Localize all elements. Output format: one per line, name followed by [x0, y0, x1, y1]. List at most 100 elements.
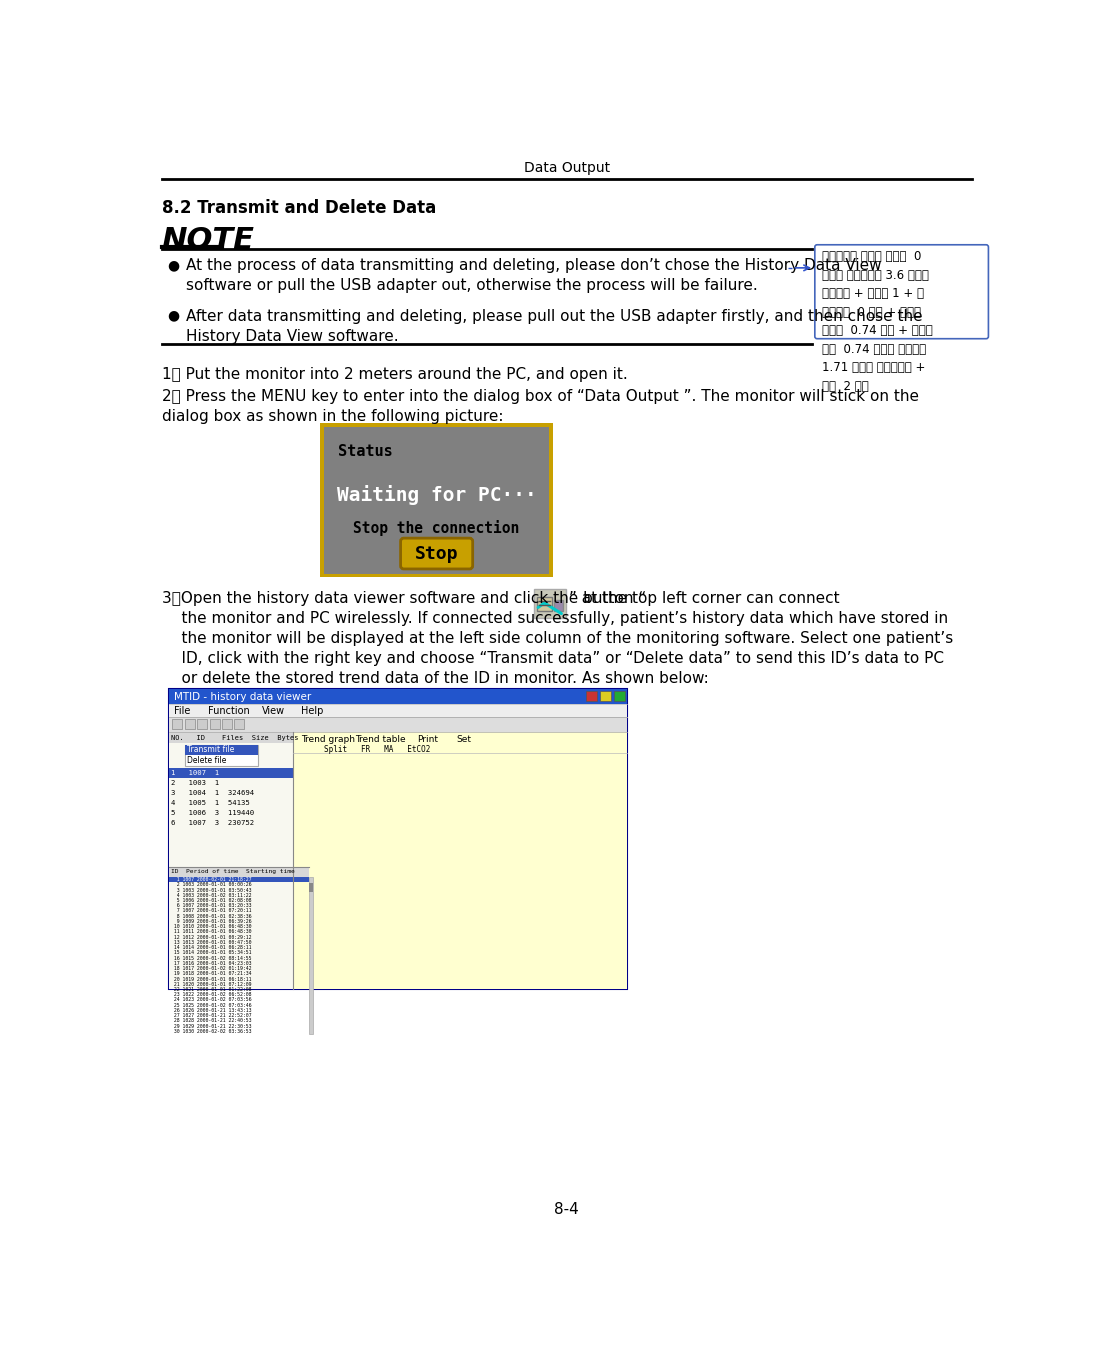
Bar — [169, 732, 293, 743]
Text: Status: Status — [338, 444, 393, 459]
Bar — [185, 744, 259, 755]
Text: Data Output: Data Output — [524, 161, 609, 175]
Bar — [169, 867, 309, 877]
Text: 26 1026 2000-01-21 13:43:13: 26 1026 2000-01-21 13:43:13 — [170, 1008, 251, 1014]
Text: Help: Help — [301, 706, 323, 716]
Text: Function: Function — [208, 706, 250, 716]
Text: 20 1019 2000-01-01 06:18:11: 20 1019 2000-01-01 06:18:11 — [170, 977, 251, 982]
Text: Stop: Stop — [415, 545, 458, 563]
Text: 25 1025 2000-01-02 07:03:46: 25 1025 2000-01-02 07:03:46 — [170, 1003, 251, 1008]
Text: Split   FR   MA   EtCO2: Split FR MA EtCO2 — [324, 744, 430, 754]
Text: software or pull the USB adapter out, otherwise the process will be failure.: software or pull the USB adapter out, ot… — [186, 277, 758, 292]
Bar — [324, 428, 549, 574]
Text: 1 1007 2000-02-01 21:18:27: 1 1007 2000-02-01 21:18:27 — [170, 877, 251, 882]
Text: 4 1003 2000-01-02 03:11:22: 4 1003 2000-01-02 03:11:22 — [170, 893, 251, 897]
Text: Delete file: Delete file — [187, 757, 227, 765]
Text: 21 1020 2000-01-01 07:12:09: 21 1020 2000-01-01 07:12:09 — [170, 982, 251, 986]
Text: 5   1006  3  119440: 5 1006 3 119440 — [170, 810, 254, 816]
Text: Trend graph: Trend graph — [301, 735, 355, 744]
Bar — [185, 719, 195, 729]
Bar — [169, 705, 626, 717]
Text: 2   1003  1: 2 1003 1 — [170, 780, 228, 785]
Text: 10 1010 2000-01-01 06:48:30: 10 1010 2000-01-01 06:48:30 — [170, 925, 251, 929]
Text: 2） Press the MENU key to enter into the dialog box of “Data Output ”. The monito: 2） Press the MENU key to enter into the … — [161, 389, 918, 404]
Text: 28 1028 2000-01-21 22:40:53: 28 1028 2000-01-21 22:40:53 — [170, 1019, 251, 1023]
Bar — [614, 691, 625, 701]
Bar — [209, 719, 220, 729]
Bar — [536, 597, 552, 611]
Text: 3 1003 2000-01-01 03:50:43: 3 1003 2000-01-01 03:50:43 — [170, 888, 251, 892]
Text: 27 1027 2000-01-21 22:52:07: 27 1027 2000-01-21 22:52:07 — [170, 1014, 251, 1018]
Bar — [169, 688, 626, 989]
Bar — [293, 732, 626, 989]
Bar — [173, 719, 182, 729]
Text: 16 1015 2000-01-02 08:14:55: 16 1015 2000-01-02 08:14:55 — [170, 956, 251, 960]
Text: 1） Put the monitor into 2 meters around the PC, and open it.: 1） Put the monitor into 2 meters around … — [161, 367, 627, 382]
Text: MTID - history data viewer: MTID - history data viewer — [174, 691, 311, 702]
Text: 5 1006 2000-01-01 02:08:08: 5 1006 2000-01-01 02:08:08 — [170, 897, 251, 903]
Bar — [309, 877, 313, 1034]
Text: At the process of data transmitting and deleting, please don’t chose the History: At the process of data transmitting and … — [186, 258, 881, 273]
Bar — [309, 882, 313, 892]
Text: Waiting for PC···: Waiting for PC··· — [336, 485, 536, 505]
Text: 15 1014 2000-01-01 05:34:51: 15 1014 2000-01-01 05:34:51 — [170, 951, 251, 955]
Text: 8.2 Transmit and Delete Data: 8.2 Transmit and Delete Data — [161, 198, 436, 217]
Text: 22 1021 2000-01-01 01:22:08: 22 1021 2000-01-01 01:22:08 — [170, 988, 251, 992]
Bar — [169, 732, 293, 989]
Text: 8 1008 2000-01-01 02:38:36: 8 1008 2000-01-01 02:38:36 — [170, 914, 251, 919]
Bar — [601, 691, 611, 701]
Bar — [321, 423, 553, 578]
Text: 12 1012 2000-01-01 00:29:12: 12 1012 2000-01-01 00:29:12 — [170, 934, 251, 940]
Text: 4   1005  1  54135: 4 1005 1 54135 — [170, 799, 250, 806]
Text: ID  Period of time  Starting time: ID Period of time Starting time — [170, 869, 294, 874]
Bar — [554, 600, 563, 611]
Text: 2 1003 2000-01-01 00:00:26: 2 1003 2000-01-01 00:00:26 — [170, 882, 251, 888]
Text: 30 1030 2000-02-02 03:36:53: 30 1030 2000-02-02 03:36:53 — [170, 1029, 251, 1034]
Text: View: View — [262, 706, 285, 716]
Text: Stop the connection: Stop the connection — [354, 519, 520, 535]
Bar — [197, 719, 207, 729]
Text: ” at the top left corner can connect: ” at the top left corner can connect — [570, 590, 839, 605]
Text: Transmit file: Transmit file — [187, 746, 234, 754]
Text: dialog box as shown in the following picture:: dialog box as shown in the following pic… — [161, 408, 503, 423]
Bar — [169, 717, 626, 732]
Bar — [222, 719, 232, 729]
Text: 19 1018 2000-01-01 07:21:34: 19 1018 2000-01-01 07:21:34 — [170, 971, 251, 977]
Text: 3）Open the history data viewer software and click the button “: 3）Open the history data viewer software … — [161, 590, 646, 605]
Text: 6   1007  3  230752: 6 1007 3 230752 — [170, 820, 254, 825]
Text: 1   1007  1: 1 1007 1 — [170, 769, 228, 776]
Text: Print: Print — [417, 735, 438, 744]
Text: 29 1029 2000-01-21 22:30:53: 29 1029 2000-01-21 22:30:53 — [170, 1023, 251, 1029]
Text: 3   1004  1  324694: 3 1004 1 324694 — [170, 790, 254, 795]
FancyBboxPatch shape — [400, 538, 472, 570]
Bar — [169, 688, 626, 705]
Text: the monitor will be displayed at the left side column of the monitoring software: the monitor will be displayed at the lef… — [161, 631, 952, 646]
Text: File: File — [174, 706, 190, 716]
Text: 23 1022 2000-01-02 06:52:08: 23 1022 2000-01-02 06:52:08 — [170, 992, 251, 997]
Text: 13 1013 2000-01-01 00:47:50: 13 1013 2000-01-01 00:47:50 — [170, 940, 251, 945]
Text: Trend table: Trend table — [355, 735, 406, 744]
Bar — [234, 719, 244, 729]
Bar — [586, 691, 597, 701]
Text: 带格式的： 缩进： 左侧：  0
厘米， 悬挂缩进： 3.6 字符，
项目符号 + 级别： 1 + 对
齐位置：  0 厘米 + 制表符
后于：  0.74 厘: 带格式的： 缩进： 左侧： 0 厘米， 悬挂缩进： 3.6 字符， 项目符号 +… — [822, 250, 932, 392]
Text: ●: ● — [168, 258, 180, 272]
Bar — [185, 744, 259, 766]
Text: NOTE: NOTE — [161, 225, 254, 254]
Bar — [533, 589, 566, 619]
Text: Set: Set — [456, 735, 471, 744]
Text: 24 1023 2000-01-02 07:03:56: 24 1023 2000-01-02 07:03:56 — [170, 997, 251, 1003]
Text: 9 1009 2000-01-01 06:39:26: 9 1009 2000-01-01 06:39:26 — [170, 919, 251, 923]
Bar — [169, 877, 309, 882]
Text: NO.   ID    Files  Size  Bytes: NO. ID Files Size Bytes — [170, 735, 299, 740]
Text: 7 1007 2000-01-01 07:20:11: 7 1007 2000-01-01 07:20:11 — [170, 908, 251, 914]
Text: 17 1016 2000-01-01 04:23:03: 17 1016 2000-01-01 04:23:03 — [170, 960, 251, 966]
Text: 6 1007 2000-01-01 03:20:33: 6 1007 2000-01-01 03:20:33 — [170, 903, 251, 908]
Text: or delete the stored trend data of the ID in monitor. As shown below:: or delete the stored trend data of the I… — [161, 671, 708, 686]
Text: the monitor and PC wirelessly. If connected successfully, patient’s history data: the monitor and PC wirelessly. If connec… — [161, 611, 948, 626]
Text: 8-4: 8-4 — [554, 1202, 580, 1217]
Text: History Data View software.: History Data View software. — [186, 329, 399, 344]
Text: 14 1014 2000-01-01 06:28:11: 14 1014 2000-01-01 06:28:11 — [170, 945, 251, 951]
Text: 18 1017 2000-01-02 01:19:42: 18 1017 2000-01-02 01:19:42 — [170, 966, 251, 971]
Text: After data transmitting and deleting, please pull out the USB adapter firstly, a: After data transmitting and deleting, pl… — [186, 309, 922, 324]
Text: 11 1011 2000-01-01 06:48:30: 11 1011 2000-01-01 06:48:30 — [170, 929, 251, 934]
